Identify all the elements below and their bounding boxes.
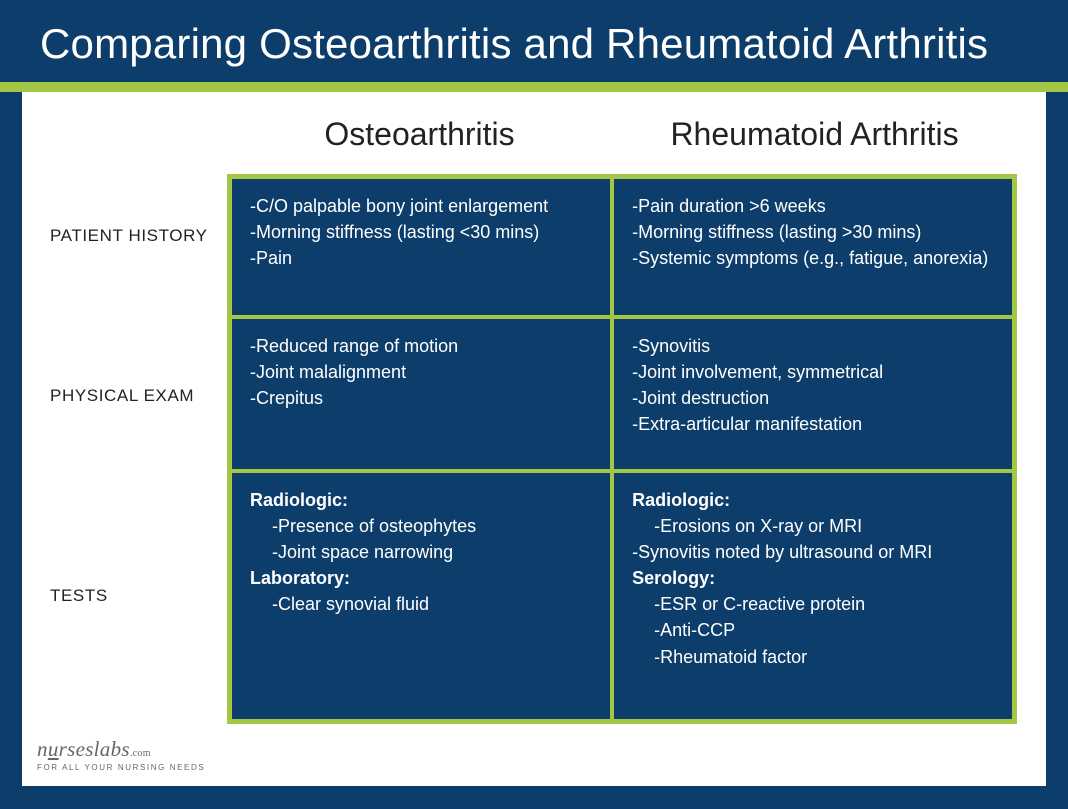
page-title: Comparing Osteoarthritis and Rheumatoid … [40, 20, 1028, 68]
logo-brand-u: u [48, 737, 59, 762]
cell-line: -Rheumatoid factor [632, 644, 994, 670]
cell-line: Serology: [632, 565, 994, 591]
col-header-osteo: Osteoarthritis [227, 116, 612, 153]
cell-line: -Synovitis noted by ultrasound or MRI [632, 539, 994, 565]
cell-line: -Pain duration >6 weeks [632, 193, 994, 219]
cell-line: -Morning stiffness (lasting <30 mins) [250, 219, 592, 245]
row-label-exam: PHYSICAL EXAM [50, 386, 210, 406]
row-physical-exam: -Reduced range of motion-Joint malalignm… [230, 317, 1014, 471]
cell-line: -C/O palpable bony joint enlargement [250, 193, 592, 219]
header: Comparing Osteoarthritis and Rheumatoid … [0, 0, 1068, 82]
cell-tests-osteo: Radiologic:-Presence of osteophytes-Join… [230, 471, 612, 721]
cell-line: -Joint malalignment [250, 359, 592, 385]
row-patient-history: -C/O palpable bony joint enlargement-Mor… [230, 177, 1014, 317]
row-label-tests: TESTS [50, 586, 210, 606]
cell-line: -Presence of osteophytes [250, 513, 592, 539]
cell-line: Radiologic: [632, 487, 994, 513]
logo-brand-pre: n [37, 737, 48, 761]
cell-line: -Joint space narrowing [250, 539, 592, 565]
cell-line: -Crepitus [250, 385, 592, 411]
cell-line: -Joint involvement, symmetrical [632, 359, 994, 385]
logo-brand: nurseslabs.com [37, 737, 205, 762]
row-label-history: PATIENT HISTORY [50, 226, 210, 246]
row-tests: Radiologic:-Presence of osteophytes-Join… [230, 471, 1014, 721]
cell-line: -Pain [250, 245, 592, 271]
cell-line: -Reduced range of motion [250, 333, 592, 359]
logo-com: .com [130, 748, 151, 759]
cell-history-osteo: -C/O palpable bony joint enlargement-Mor… [230, 177, 612, 317]
cell-line: -ESR or C-reactive protein [632, 591, 994, 617]
cell-line: Radiologic: [250, 487, 592, 513]
col-header-ra: Rheumatoid Arthritis [612, 116, 1017, 153]
comparison-grid: -C/O palpable bony joint enlargement-Mor… [227, 174, 1017, 724]
cell-line: -Systemic symptoms (e.g., fatigue, anore… [632, 245, 994, 271]
cell-exam-osteo: -Reduced range of motion-Joint malalignm… [230, 317, 612, 471]
accent-bar [0, 82, 1068, 92]
cell-tests-ra: Radiologic:-Erosions on X-ray or MRI -Sy… [612, 471, 1014, 721]
cell-line: -Morning stiffness (lasting >30 mins) [632, 219, 994, 245]
logo: nurseslabs.com FOR ALL YOUR NURSING NEED… [37, 737, 205, 772]
logo-brand-post: rseslabs [59, 737, 130, 761]
column-headers: Osteoarthritis Rheumatoid Arthritis [227, 116, 1017, 153]
cell-line: -Joint destruction [632, 385, 994, 411]
logo-tagline: FOR ALL YOUR NURSING NEEDS [37, 763, 205, 772]
cell-line: -Clear synovial fluid [250, 591, 592, 617]
cell-line: -Anti-CCP [632, 617, 994, 643]
content-panel: Osteoarthritis Rheumatoid Arthritis PATI… [22, 92, 1046, 786]
cell-line: -Erosions on X-ray or MRI [632, 513, 994, 539]
cell-history-ra: -Pain duration >6 weeks-Morning stiffnes… [612, 177, 1014, 317]
cell-line: -Extra-articular manifestation [632, 411, 994, 437]
cell-line: Laboratory: [250, 565, 592, 591]
cell-exam-ra: -Synovitis-Joint involvement, symmetrica… [612, 317, 1014, 471]
cell-line: -Synovitis [632, 333, 994, 359]
row-labels: PATIENT HISTORY PHYSICAL EXAM TESTS [50, 176, 220, 736]
